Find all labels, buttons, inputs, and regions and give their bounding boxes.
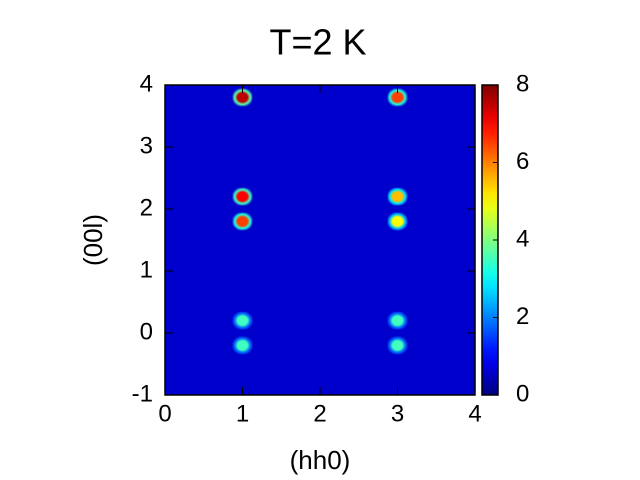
x-tick-label: 3: [391, 400, 404, 427]
colorbar-tick-label: 6: [516, 148, 529, 175]
heat-spot: [232, 212, 253, 231]
heat-spot: [232, 336, 253, 355]
heat-spot: [387, 336, 408, 355]
x-tick-label: 2: [313, 400, 326, 427]
y-tick-label: 0: [140, 318, 153, 345]
x-tick-label: 0: [158, 400, 171, 427]
y-tick-label: 1: [140, 256, 153, 283]
colorbar-tick-label: 8: [516, 70, 529, 97]
x-tick-label: 4: [468, 400, 481, 427]
heat-spot: [387, 212, 408, 231]
colorbar-tick-label: 4: [516, 225, 529, 252]
y-tick-label: 4: [140, 70, 153, 97]
heat-spot: [232, 187, 253, 206]
heat-spot: [387, 311, 408, 330]
heatmap-background: [165, 85, 475, 395]
y-tick-label: -1: [132, 380, 153, 407]
y-axis-label: (00l): [78, 214, 108, 266]
colorbar-tick-label: 0: [516, 380, 529, 407]
chart-title: T=2 K: [269, 22, 366, 63]
heat-spot: [387, 88, 408, 107]
y-tick-label: 2: [140, 194, 153, 221]
colorbar-tick-label: 2: [516, 303, 529, 330]
y-tick-label: 3: [140, 132, 153, 159]
x-axis-label: (hh0): [290, 445, 351, 475]
heat-spot: [232, 88, 253, 107]
heat-spot: [387, 187, 408, 206]
x-tick-label: 1: [236, 400, 249, 427]
heat-spot: [232, 311, 253, 330]
